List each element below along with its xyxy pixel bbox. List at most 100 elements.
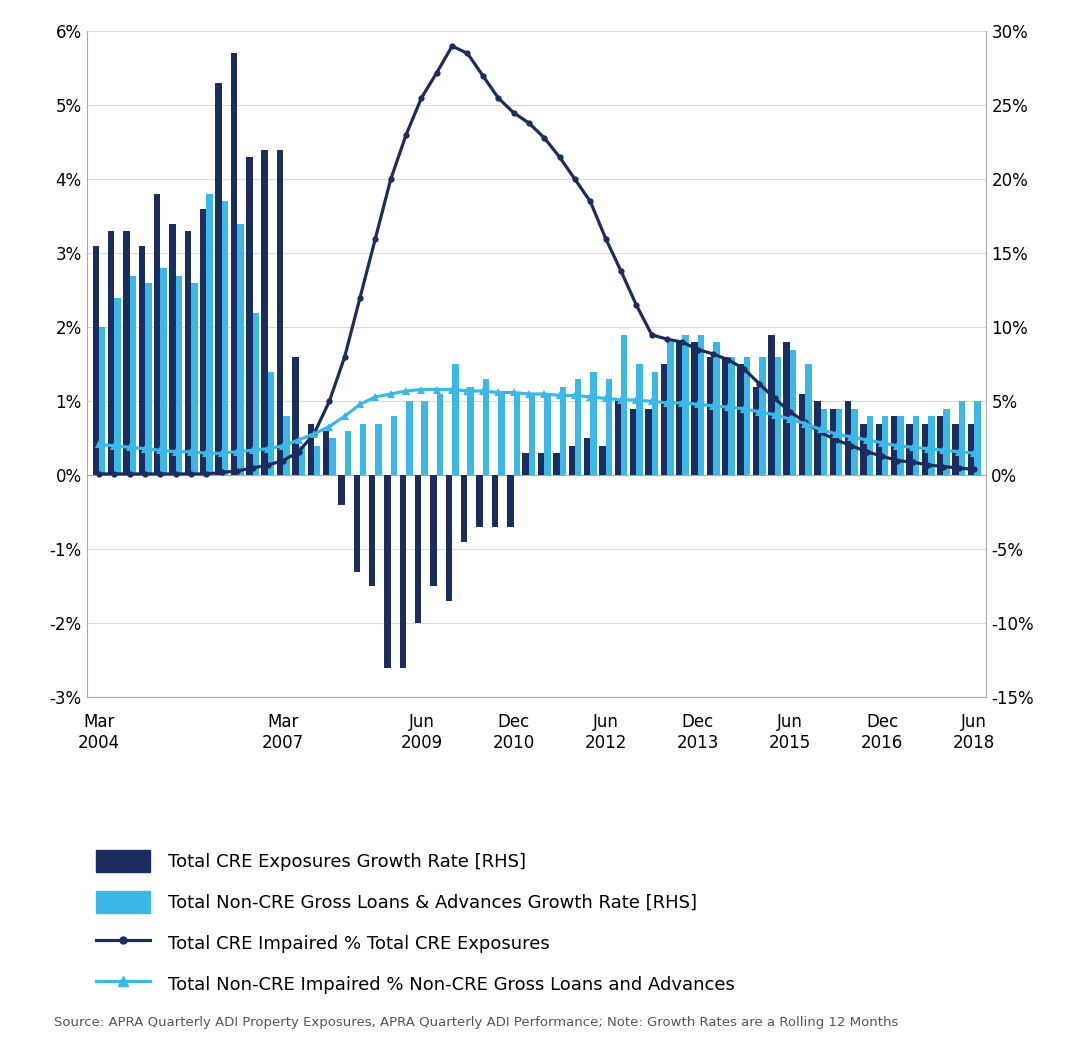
Bar bbox=[507, 476, 514, 527]
Bar bbox=[707, 357, 713, 476]
Bar bbox=[953, 424, 959, 476]
Bar bbox=[667, 342, 673, 476]
Bar bbox=[937, 416, 943, 476]
Bar bbox=[353, 476, 360, 572]
Bar bbox=[676, 342, 683, 476]
Bar bbox=[139, 246, 145, 476]
Bar bbox=[222, 202, 229, 476]
Bar bbox=[584, 438, 591, 476]
Bar bbox=[829, 409, 836, 476]
Bar bbox=[231, 53, 237, 476]
Bar bbox=[446, 476, 452, 602]
Bar bbox=[415, 476, 422, 624]
Bar bbox=[176, 276, 182, 476]
Bar bbox=[799, 393, 805, 476]
Bar bbox=[124, 231, 130, 476]
Bar bbox=[529, 393, 535, 476]
Bar bbox=[906, 424, 913, 476]
Bar bbox=[384, 476, 390, 668]
Bar bbox=[559, 386, 566, 476]
Bar bbox=[437, 393, 443, 476]
Bar bbox=[722, 357, 728, 476]
Bar bbox=[805, 364, 812, 476]
Bar bbox=[759, 357, 765, 476]
Bar bbox=[276, 150, 283, 476]
Bar bbox=[943, 409, 950, 476]
Bar bbox=[246, 157, 253, 476]
Bar bbox=[575, 379, 581, 476]
Text: Source: APRA Quarterly ADI Property Exposures, APRA Quarterly ADI Performance; N: Source: APRA Quarterly ADI Property Expo… bbox=[54, 1016, 899, 1029]
Bar bbox=[499, 393, 505, 476]
Bar bbox=[99, 327, 105, 476]
Bar bbox=[928, 416, 934, 476]
Bar bbox=[452, 364, 459, 476]
Bar bbox=[713, 342, 720, 476]
Bar bbox=[728, 357, 735, 476]
Bar bbox=[400, 476, 406, 668]
Bar bbox=[308, 424, 314, 476]
Bar bbox=[921, 424, 928, 476]
Bar bbox=[630, 409, 636, 476]
Bar bbox=[882, 416, 889, 476]
Bar bbox=[201, 209, 206, 476]
Bar bbox=[591, 372, 597, 476]
Bar bbox=[338, 476, 345, 505]
Bar bbox=[461, 476, 467, 542]
Bar bbox=[130, 276, 137, 476]
Bar bbox=[422, 402, 428, 476]
Bar bbox=[492, 476, 499, 527]
Bar bbox=[821, 409, 827, 476]
Bar bbox=[283, 416, 289, 476]
Bar bbox=[92, 246, 99, 476]
Legend: Total CRE Exposures Growth Rate [RHS], Total Non-CRE Gross Loans & Advances Grow: Total CRE Exposures Growth Rate [RHS], T… bbox=[95, 849, 735, 995]
Bar bbox=[476, 476, 482, 527]
Bar bbox=[784, 342, 790, 476]
Bar bbox=[615, 402, 621, 476]
Bar bbox=[261, 150, 268, 476]
Bar bbox=[891, 416, 898, 476]
Bar bbox=[861, 424, 867, 476]
Bar bbox=[660, 364, 667, 476]
Bar bbox=[898, 416, 904, 476]
Bar bbox=[514, 393, 520, 476]
Bar bbox=[844, 402, 851, 476]
Bar bbox=[360, 424, 366, 476]
Bar bbox=[538, 453, 544, 476]
Bar bbox=[330, 438, 336, 476]
Bar bbox=[114, 298, 120, 476]
Bar bbox=[752, 386, 759, 476]
Bar bbox=[544, 393, 551, 476]
Bar bbox=[160, 269, 167, 476]
Bar bbox=[775, 357, 780, 476]
Bar bbox=[314, 446, 321, 476]
Bar bbox=[769, 335, 775, 476]
Bar bbox=[568, 446, 575, 476]
Bar bbox=[621, 335, 628, 476]
Bar bbox=[467, 386, 474, 476]
Bar bbox=[169, 224, 176, 476]
Bar bbox=[154, 194, 160, 476]
Bar bbox=[293, 357, 298, 476]
Bar bbox=[698, 335, 705, 476]
Bar bbox=[345, 431, 351, 476]
Bar bbox=[876, 424, 882, 476]
Bar bbox=[145, 283, 152, 476]
Bar bbox=[406, 402, 413, 476]
Bar bbox=[553, 453, 559, 476]
Bar bbox=[184, 231, 191, 476]
Bar bbox=[375, 424, 382, 476]
Bar bbox=[606, 379, 612, 476]
Bar bbox=[651, 372, 658, 476]
Bar bbox=[959, 402, 965, 476]
Bar bbox=[482, 379, 489, 476]
Bar bbox=[323, 431, 330, 476]
Bar bbox=[522, 453, 529, 476]
Bar bbox=[253, 312, 259, 476]
Bar bbox=[867, 416, 873, 476]
Bar bbox=[692, 342, 698, 476]
Bar bbox=[913, 416, 919, 476]
Bar bbox=[298, 446, 305, 476]
Bar bbox=[645, 409, 651, 476]
Bar bbox=[191, 283, 197, 476]
Bar bbox=[975, 402, 981, 476]
